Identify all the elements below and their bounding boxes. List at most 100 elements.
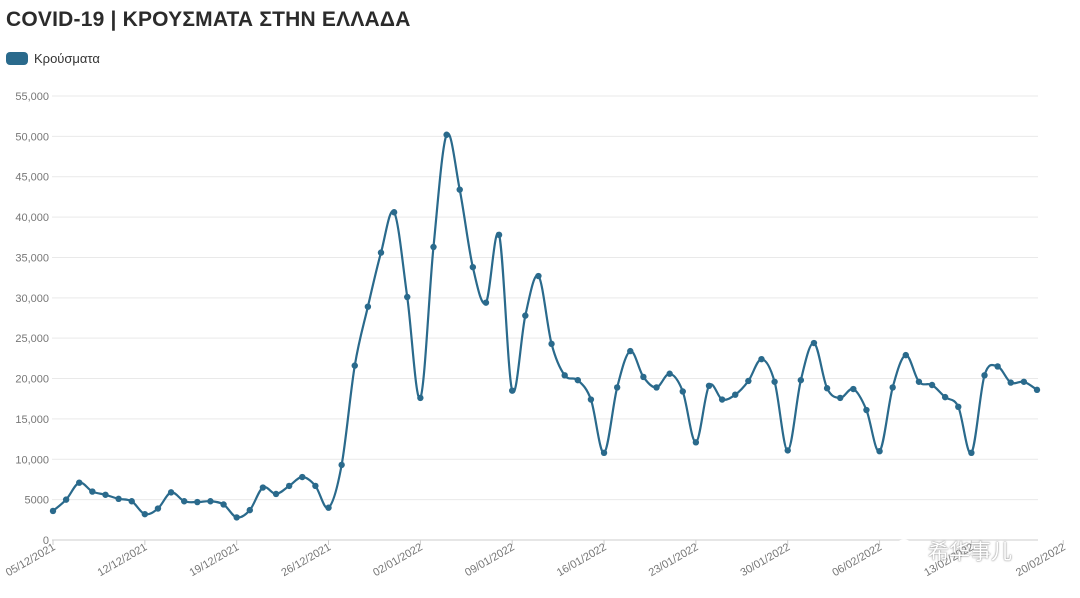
data-point (548, 340, 555, 348)
data-point (233, 514, 240, 521)
data-point (76, 479, 83, 486)
data-point (915, 378, 923, 385)
data-point (600, 449, 608, 457)
data-point (390, 209, 398, 216)
y-axis-ticks: 0 5000 10,000 15,000 20,000 25,000 30,000 35,00… (15, 91, 49, 547)
data-point (469, 263, 477, 271)
data-point (718, 396, 726, 403)
data-point (285, 482, 293, 490)
data-point (495, 231, 503, 239)
x-tick-label: 20/02/2022 (1014, 541, 1068, 579)
data-point (482, 299, 490, 306)
data-point (115, 495, 122, 503)
data-point (587, 396, 595, 403)
y-tick-label: 10,000 (15, 454, 49, 466)
data-point (351, 362, 358, 369)
y-tick-label: 30,000 (15, 293, 49, 305)
data-point (377, 249, 385, 256)
data-point (62, 496, 70, 503)
series-line (52, 132, 1038, 519)
data-point (981, 372, 988, 379)
x-tick-label: 16/01/2022 (555, 541, 609, 579)
data-point (968, 449, 975, 457)
data-point (902, 351, 909, 359)
data-point (417, 394, 424, 402)
data-point (443, 131, 450, 138)
data-point (128, 498, 135, 505)
data-point (666, 370, 673, 377)
data-point (771, 378, 778, 385)
x-tick-label: 09/01/2022 (463, 541, 517, 579)
data-point (823, 385, 831, 392)
data-point (797, 376, 805, 384)
data-point (745, 377, 752, 385)
y-tick-label: 20,000 (15, 374, 49, 386)
data-point (640, 373, 647, 381)
y-tick-label: 45,000 (15, 172, 49, 184)
data-point (889, 384, 896, 391)
data-points (49, 131, 1041, 521)
data-point (758, 355, 765, 363)
data-point (941, 393, 949, 401)
data-point (863, 406, 870, 414)
data-point (679, 388, 686, 395)
data-point (837, 394, 844, 402)
data-point (732, 391, 739, 398)
data-point (194, 498, 201, 506)
chat-bubble-icon (893, 539, 921, 561)
data-point (181, 498, 188, 505)
y-tick-label: 50,000 (15, 131, 49, 143)
data-point (613, 384, 621, 391)
data-point (220, 501, 227, 508)
data-point (574, 376, 581, 384)
x-tick-label: 02/01/2022 (371, 541, 425, 579)
legend-label: Κρούσματα (34, 51, 100, 66)
y-tick-label: 40,000 (15, 212, 49, 224)
y-tick-label: 5000 (25, 495, 49, 507)
data-point (167, 489, 175, 496)
data-point (246, 506, 253, 514)
data-point (522, 312, 529, 319)
data-point (810, 339, 818, 347)
data-point (154, 505, 162, 512)
data-point (456, 186, 463, 193)
x-tick-label: 23/01/2022 (647, 541, 701, 579)
data-point (272, 490, 280, 498)
data-point (705, 382, 713, 390)
data-point (102, 491, 109, 498)
data-point (259, 484, 267, 491)
data-point (850, 385, 857, 393)
x-tick-label: 06/02/2022 (830, 541, 884, 579)
y-tick-label: 0 (43, 535, 49, 547)
data-point (653, 384, 660, 391)
data-point (784, 447, 791, 454)
x-tick-label: 26/12/2021 (279, 541, 333, 579)
data-point (627, 347, 634, 355)
x-tick-label: 12/12/2021 (96, 541, 150, 579)
watermark: 希华事儿 (892, 536, 1012, 566)
legend[interactable]: Κρούσματα (6, 51, 100, 66)
data-point (994, 363, 1001, 370)
x-tick-label: 05/12/2021 (4, 541, 58, 579)
y-tick-label: 15,000 (15, 414, 49, 426)
x-tick-label: 19/12/2021 (187, 541, 241, 579)
watermark-text: 希华事儿 (928, 540, 1012, 564)
gridlines (52, 95, 1038, 541)
data-point (1033, 386, 1041, 394)
data-point (430, 243, 437, 251)
data-point (364, 303, 372, 310)
data-point (876, 448, 883, 455)
data-point (49, 507, 57, 515)
x-tick-label: 30/01/2022 (739, 541, 793, 579)
data-point (1020, 378, 1028, 385)
y-tick-label: 35,000 (15, 252, 49, 264)
data-point (312, 482, 319, 490)
data-point (561, 372, 568, 379)
legend-swatch (6, 52, 28, 65)
y-tick-label: 25,000 (15, 333, 49, 345)
data-point (955, 403, 962, 410)
data-point (325, 504, 332, 511)
data-point (338, 461, 345, 469)
data-point (89, 488, 96, 495)
